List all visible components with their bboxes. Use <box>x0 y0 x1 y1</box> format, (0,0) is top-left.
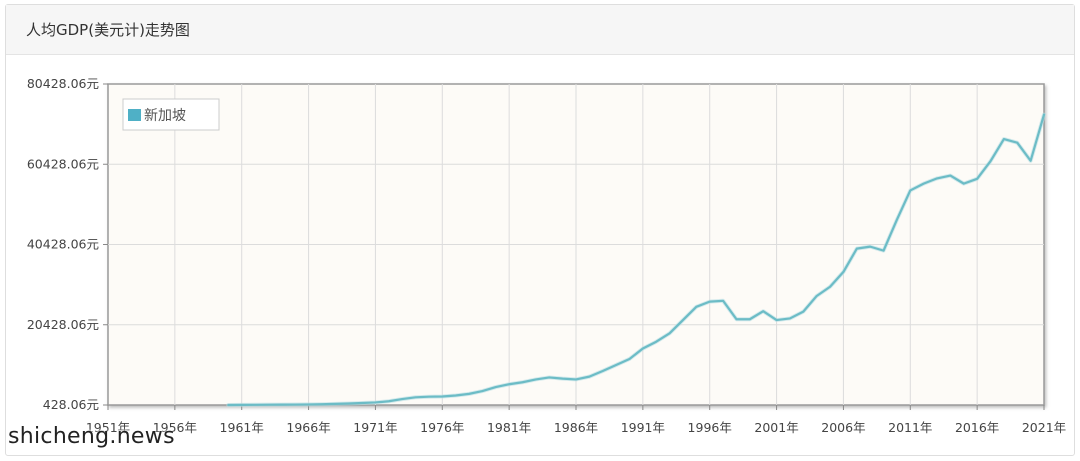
x-tick-label: 2016年 <box>955 420 999 435</box>
grid-lines <box>108 84 1044 405</box>
x-tick-label: 2001年 <box>754 420 798 435</box>
x-tick-label: 2021年 <box>1022 420 1066 435</box>
x-tick-label: 1961年 <box>220 420 264 435</box>
legend: 新加坡 <box>122 98 220 131</box>
x-tick-label: 1976年 <box>420 420 464 435</box>
y-axis: 428.06元 20428.06元 40428.06元 60428.06元 80428.… <box>27 76 108 412</box>
x-tick-label: 1991年 <box>621 420 665 435</box>
x-tick-label: 1981年 <box>487 420 531 435</box>
x-tick-label: 1951年 <box>86 420 130 435</box>
x-tick-label: 2011年 <box>888 420 932 435</box>
x-tick-label: 1966年 <box>286 420 330 435</box>
x-tick-label: 2006年 <box>821 420 865 435</box>
watermark-text: shicheng.news <box>8 424 175 449</box>
x-tick-label: 1996年 <box>688 420 732 435</box>
y-tick-label: 60428.06元 <box>27 156 99 171</box>
x-tick-label: 1986年 <box>554 420 598 435</box>
x-axis: 1951年 1956年 1961年 1966年 1971年 1976年 1981年 1986年… <box>86 405 1066 435</box>
y-tick-label: 80428.06元 <box>27 76 99 91</box>
y-tick-label: 428.06元 <box>43 397 99 412</box>
panel-title: 人均GDP(美元计)走势图 <box>26 21 190 39</box>
legend-swatch <box>128 109 141 121</box>
series-layer <box>226 112 1046 407</box>
legend-label: 新加坡 <box>144 108 186 124</box>
panel-header: 人均GDP(美元计)走势图 <box>6 5 1074 55</box>
series-line-1 <box>227 113 1046 407</box>
x-tick-label: 1956年 <box>153 420 197 435</box>
y-tick-label: 40428.06元 <box>27 237 99 252</box>
y-tick-label: 20428.06元 <box>27 317 99 332</box>
x-tick-label: 1971年 <box>353 420 397 435</box>
watermark: shicheng.news <box>8 424 175 449</box>
